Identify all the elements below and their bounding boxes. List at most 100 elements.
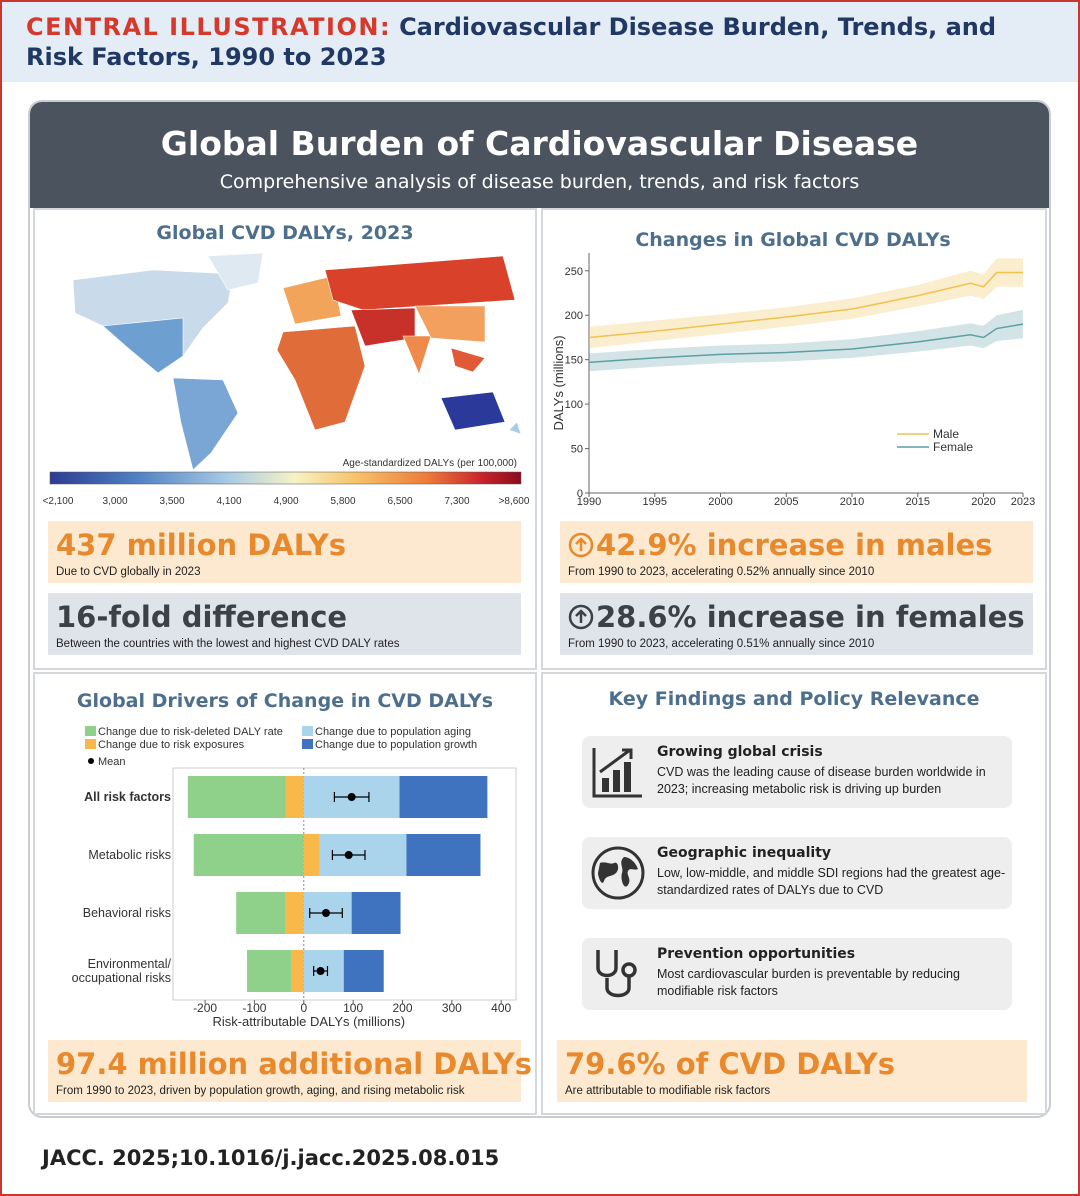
- trend-chart: Changes in Global CVD DALYs 0 50 100 150 200 2…: [551, 229, 1035, 508]
- header: CENTRAL ILLUSTRATION: Cardiovascular Dise…: [2, 2, 1078, 82]
- category-label: Behavioral risks: [83, 906, 171, 920]
- y-axis-label: DALYs (millions): [551, 335, 566, 430]
- colorbar-label: 4,100: [216, 496, 241, 507]
- legend-label: Change due to risk-deleted DALY rate: [98, 726, 283, 738]
- finding-card: Geographic inequality Low, low-middle, a…: [582, 837, 1012, 909]
- x-tick-label: -200: [193, 1001, 217, 1015]
- findings-title: Key Findings and Policy Relevance: [608, 688, 980, 710]
- up-arrow-icon: [568, 604, 594, 630]
- finding-heading: Prevention opportunities: [657, 946, 856, 962]
- y-tick-label: 0: [577, 488, 583, 500]
- colorbar-title: Age-standardized DALYs (per 100,000): [343, 458, 517, 469]
- stat-headline: 79.6% of CVD DALYs: [565, 1047, 895, 1081]
- x-tick-label: 1995: [643, 496, 667, 508]
- legend-label: Mean: [98, 756, 126, 768]
- category-label: Metabolic risks: [88, 848, 171, 862]
- bar-segment: [285, 892, 304, 934]
- banner-subtitle: Comprehensive analysis of disease burden…: [219, 171, 860, 193]
- finding-text: Most cardiovascular burden is preventabl…: [657, 967, 960, 998]
- colorbar-label: 6,500: [387, 496, 412, 507]
- x-axis-label: Risk-attributable DALYs (millions): [212, 1014, 405, 1029]
- bar-segment: [247, 950, 291, 992]
- legend-swatch: [302, 726, 313, 736]
- plot-frame: [172, 767, 517, 1001]
- stat-headline: 16-fold difference: [56, 600, 348, 634]
- bar-segment: [351, 892, 401, 934]
- banner-title: Global Burden of Cardiovascular Disease: [160, 124, 919, 163]
- stat-caption: From 1990 to 2023, driven by population …: [56, 1085, 465, 1097]
- y-tick-label: 50: [571, 444, 583, 456]
- uncertainty-band: [589, 258, 1023, 349]
- x-tick-label: -100: [242, 1001, 266, 1015]
- bar-segment: [193, 834, 304, 876]
- line: [588, 323, 1024, 364]
- stat-box: 28.6% increase in females From 1990 to 20…: [560, 593, 1033, 655]
- colorbar-label: 7,300: [444, 496, 469, 507]
- x-tick-label: 2020: [971, 496, 995, 508]
- line: [588, 271, 1023, 339]
- stat-headline: 28.6% increase in females: [596, 600, 1025, 634]
- stat-box: 97.4 million additional DALYs From 1990 t…: [48, 1040, 533, 1102]
- stat-box: 16-fold difference Between the countries …: [48, 593, 521, 655]
- mean-point: [347, 793, 356, 801]
- legend-label: Female: [933, 440, 973, 454]
- world-map: [72, 252, 522, 471]
- x-tick-label: 0: [300, 1001, 307, 1015]
- finding-heading: Geographic inequality: [657, 845, 832, 861]
- stat-headline: 97.4 million additional DALYs: [56, 1047, 533, 1081]
- bar-segment: [343, 950, 384, 992]
- bar-segment: [285, 776, 304, 818]
- bar-segment: [290, 950, 304, 992]
- bar-segment: [303, 834, 320, 876]
- finding-text: CVD was the leading cause of disease bur…: [657, 765, 986, 796]
- legend-label: Male: [933, 427, 959, 441]
- legend-label: Change due to population growth: [315, 739, 477, 751]
- y-tick-label: 200: [565, 310, 583, 322]
- bar-segment: [406, 834, 481, 876]
- x-tick-label: 2015: [906, 496, 930, 508]
- x-tick-label: 100: [343, 1001, 363, 1015]
- header-label: CENTRAL ILLUSTRATION:: [26, 13, 392, 41]
- category-label: Environmental/occupational risks: [72, 957, 172, 985]
- colorbar-label: >8,600: [499, 496, 530, 507]
- stethoscope-icon: [596, 950, 637, 998]
- colorbar-label: 3,000: [102, 496, 127, 507]
- legend-label: Change due to risk exposures: [98, 739, 245, 751]
- bar-segment: [187, 776, 286, 818]
- category-label: All risk factors: [84, 790, 171, 804]
- mean-point: [316, 967, 325, 975]
- header-title: Cardiovascular Disease Burden, Trends, a…: [26, 13, 997, 71]
- map: Global CVD DALYs, 2023 Age-standardized …: [43, 222, 530, 507]
- y-tick-label: 150: [565, 355, 583, 367]
- x-tick-label: 400: [491, 1001, 511, 1015]
- stat-headline: 437 million DALYs: [56, 528, 347, 562]
- bar-segment: [236, 892, 286, 934]
- stat-caption: Due to CVD globally in 2023: [56, 566, 201, 578]
- colorbar-label: <2,100: [43, 496, 74, 507]
- colorbar: [49, 471, 522, 485]
- drivers-chart: Global Drivers of Change in CVD DALYs Cha…: [72, 690, 517, 1029]
- stat-box: 437 million DALYs Due to CVD globally in …: [48, 521, 521, 583]
- finding-card: Growing global crisis CVD was the leadin…: [582, 736, 1012, 808]
- legend-swatch: [302, 739, 313, 749]
- stat-caption: Between the countries with the lowest an…: [56, 638, 400, 650]
- x-tick-label: 1990: [577, 496, 601, 508]
- legend-mean-marker: [88, 758, 94, 764]
- map-title: Global CVD DALYs, 2023: [156, 222, 413, 244]
- legend-swatch: [85, 739, 96, 749]
- x-tick-label: 200: [392, 1001, 412, 1015]
- mean-point: [321, 909, 330, 917]
- legend-swatch: [85, 726, 96, 736]
- x-tick-label: 300: [442, 1001, 462, 1015]
- x-tick-label: 2023: [1011, 496, 1035, 508]
- finding-card: Prevention opportunities Most cardiovasc…: [582, 938, 1012, 1010]
- stat-caption: From 1990 to 2023, accelerating 0.52% an…: [568, 566, 875, 578]
- mean-point: [344, 851, 353, 859]
- legend-label: Change due to population aging: [315, 726, 471, 738]
- colorbar-label: 5,800: [330, 496, 355, 507]
- chart-title: Global Drivers of Change in CVD DALYs: [77, 690, 493, 712]
- y-tick-label: 250: [565, 266, 583, 278]
- finding-heading: Growing global crisis: [657, 744, 823, 760]
- stat-box: 42.9% increase in males From 1990 to 2023…: [560, 521, 1033, 583]
